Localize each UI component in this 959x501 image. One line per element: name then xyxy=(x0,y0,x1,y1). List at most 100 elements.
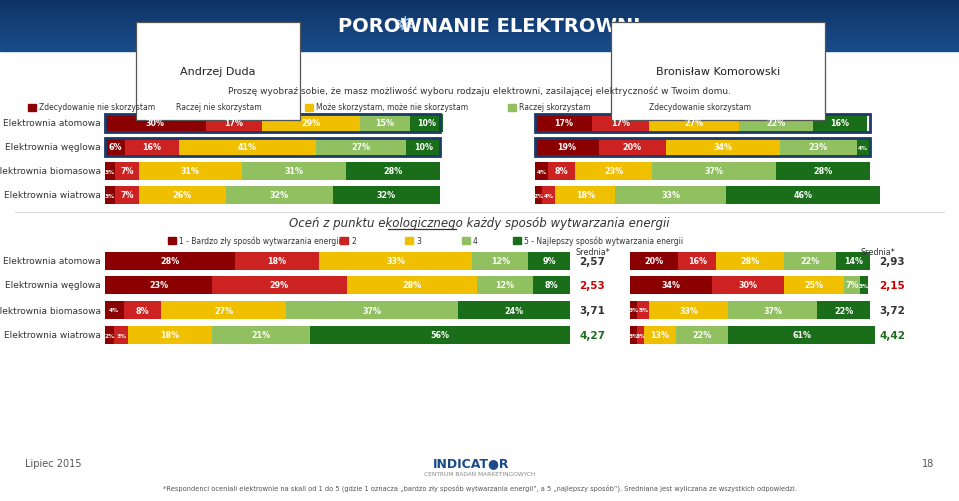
Bar xyxy=(168,237,176,244)
Text: 19%: 19% xyxy=(557,143,576,152)
Bar xyxy=(462,237,470,244)
Bar xyxy=(729,326,875,344)
Text: 41%: 41% xyxy=(238,143,257,152)
Bar xyxy=(0,42,959,44)
Bar xyxy=(0,4,959,5)
Bar xyxy=(535,139,870,157)
Bar xyxy=(0,15,959,17)
Text: Zdecydowanie nie skorzystam: Zdecydowanie nie skorzystam xyxy=(39,103,155,112)
Bar xyxy=(630,253,678,271)
Text: Andrzej Duda: Andrzej Duda xyxy=(180,67,256,77)
Bar xyxy=(310,326,570,344)
Text: 3%: 3% xyxy=(628,333,639,338)
Text: 29%: 29% xyxy=(301,119,320,128)
Text: Srednia*: Srednia* xyxy=(860,248,896,257)
Text: 4%: 4% xyxy=(109,308,119,313)
Bar xyxy=(0,41,959,43)
Text: 37%: 37% xyxy=(763,306,783,315)
Bar xyxy=(0,20,959,22)
Bar xyxy=(0,49,959,51)
Bar xyxy=(360,115,409,133)
Bar xyxy=(333,187,440,204)
Bar xyxy=(235,253,319,271)
Bar xyxy=(409,115,443,133)
Bar xyxy=(535,115,592,133)
Text: Elektrownia biomasowa: Elektrownia biomasowa xyxy=(0,306,101,315)
Text: 8%: 8% xyxy=(555,167,569,176)
Text: 16%: 16% xyxy=(830,119,850,128)
Text: 46%: 46% xyxy=(793,191,812,200)
Text: 24%: 24% xyxy=(504,306,524,315)
Bar xyxy=(0,26,959,27)
Text: 27%: 27% xyxy=(214,306,233,315)
Bar xyxy=(0,0,959,1)
Bar xyxy=(105,187,115,204)
Text: 3%: 3% xyxy=(116,333,127,338)
Bar xyxy=(555,187,616,204)
Text: Bronisław Komorowski: Bronisław Komorowski xyxy=(656,67,780,77)
Text: 30%: 30% xyxy=(146,119,165,128)
Text: 3%: 3% xyxy=(636,333,645,338)
Text: Elektrownia atomowa: Elektrownia atomowa xyxy=(4,119,101,128)
Bar xyxy=(458,302,570,319)
Bar xyxy=(477,277,533,295)
Text: 22%: 22% xyxy=(801,257,820,266)
Bar xyxy=(105,163,115,181)
Text: 31%: 31% xyxy=(285,167,304,176)
Text: 28%: 28% xyxy=(384,167,403,176)
Bar xyxy=(575,163,652,181)
Bar xyxy=(0,19,959,21)
Text: 5 - Najlepszy sposób wytwarzania energii: 5 - Najlepszy sposób wytwarzania energii xyxy=(524,236,683,245)
Bar xyxy=(347,277,477,295)
Text: 18%: 18% xyxy=(160,331,179,340)
Bar xyxy=(205,115,263,133)
Bar xyxy=(729,302,817,319)
Text: 9%: 9% xyxy=(543,257,556,266)
Bar xyxy=(712,277,784,295)
Text: Lipiec 2015: Lipiec 2015 xyxy=(25,458,82,468)
Bar xyxy=(0,51,959,52)
Text: 18%: 18% xyxy=(268,257,287,266)
Bar xyxy=(340,237,348,244)
Bar xyxy=(124,302,161,319)
Text: 4,27: 4,27 xyxy=(579,330,605,340)
Text: POROWNANIE ELEKTROWNI: POROWNANIE ELEKTROWNI xyxy=(339,17,641,36)
Text: 2,93: 2,93 xyxy=(879,257,904,267)
Text: 22%: 22% xyxy=(692,331,712,340)
Text: 12%: 12% xyxy=(496,281,514,290)
Text: Zdecydowanie skorzystam: Zdecydowanie skorzystam xyxy=(649,103,751,112)
Bar xyxy=(0,43,959,45)
Text: 3,71: 3,71 xyxy=(579,306,605,315)
Bar xyxy=(0,37,959,39)
Bar xyxy=(739,115,813,133)
Bar xyxy=(305,104,313,111)
Bar xyxy=(0,38,959,40)
Text: Elektrownia wiatrowa: Elektrownia wiatrowa xyxy=(4,191,101,200)
Text: CENTRUM BADAŃ MARKETINGOWYCH: CENTRUM BADAŃ MARKETINGOWYCH xyxy=(424,471,535,476)
Text: 34%: 34% xyxy=(662,281,680,290)
Text: 4%: 4% xyxy=(537,169,547,174)
Text: 3,72: 3,72 xyxy=(879,306,905,315)
Bar xyxy=(125,139,178,157)
Text: INDICAT●R: INDICAT●R xyxy=(433,456,510,469)
Bar xyxy=(316,139,407,157)
Bar xyxy=(0,39,959,41)
Text: 27%: 27% xyxy=(685,119,704,128)
Bar xyxy=(105,139,125,157)
Bar xyxy=(0,3,959,4)
Bar xyxy=(0,7,959,9)
Bar xyxy=(114,326,129,344)
Bar xyxy=(105,326,114,344)
Text: 4%: 4% xyxy=(858,145,868,150)
Text: 6%: 6% xyxy=(108,143,122,152)
Text: 23%: 23% xyxy=(149,281,168,290)
Text: 26%: 26% xyxy=(173,191,192,200)
Bar xyxy=(212,326,310,344)
Bar xyxy=(836,253,870,271)
Bar xyxy=(473,253,528,271)
Bar xyxy=(535,163,549,181)
Bar xyxy=(0,35,959,37)
Bar xyxy=(0,34,959,35)
Text: 28%: 28% xyxy=(402,281,422,290)
Bar xyxy=(549,163,575,181)
